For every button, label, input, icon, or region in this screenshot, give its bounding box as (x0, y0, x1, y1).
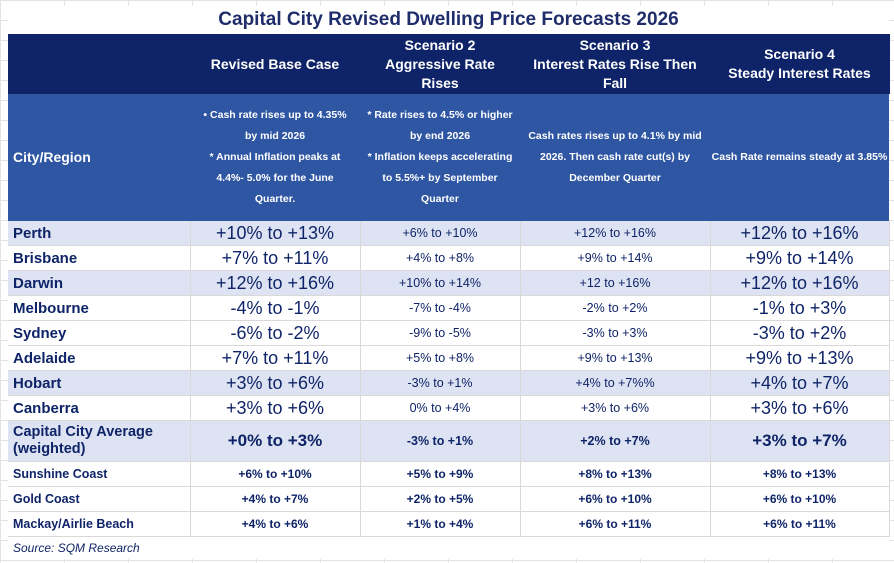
cell-scenario-2: 0% to +4% (360, 395, 521, 421)
cell-scenario-4: +9% to +13% (710, 345, 890, 371)
table-row: Melbourne -4% to -1% -7% to -4% -2% to +… (8, 295, 890, 321)
cell-scenario-3: +12% to +16% (520, 221, 711, 246)
cell-scenario-2: +4% to +8% (360, 245, 521, 271)
cell-base: -4% to -1% (190, 295, 361, 321)
cell-scenario-3: +3% to +6% (520, 395, 711, 421)
cell-scenario-3: +9% to +13% (520, 345, 711, 371)
table-row: Canberra +3% to +6% 0% to +4% +3% to +6%… (8, 395, 890, 421)
source-note: Source: SQM Research (13, 541, 140, 555)
row-name: Mackay/Airlie Beach (8, 511, 191, 537)
cell-scenario-4: +12% to +16% (710, 270, 890, 296)
cell-scenario-2: +1% to +4% (360, 511, 521, 537)
scenario-3-description: Cash rates rises up to 4.1% by mid 2026.… (520, 94, 710, 221)
average-row-name: Capital City Average (weighted) (8, 420, 191, 462)
cell-scenario-4: -1% to +3% (710, 295, 890, 321)
scenario-3-header: Scenario 3 Interest Rates Rise Then Fall (520, 34, 711, 94)
regional-row: Gold Coast +4% to +7% +2% to +5% +6% to … (8, 486, 890, 512)
scenario-2-header: Scenario 2 Aggressive Rate Rises (360, 34, 521, 94)
cell-scenario-3: +6% to +10% (520, 486, 711, 512)
cell-scenario-4: +9% to +14% (710, 245, 890, 271)
table-row: Hobart +3% to +6% -3% to +1% +4% to +7%%… (8, 370, 890, 396)
cell-scenario-2: -9% to -5% (360, 320, 521, 346)
forecast-table: Revised Base Case Scenario 2 Aggressive … (8, 34, 890, 537)
scenario-description-row: City/Region • Cash rate rises up to 4.35… (8, 94, 889, 221)
row-name: Perth (8, 221, 191, 246)
cell-scenario-4: -3% to +2% (710, 320, 890, 346)
cell-scenario-2: +2% to +5% (360, 486, 521, 512)
forecast-sheet: Capital City Revised Dwelling Price Fore… (8, 6, 890, 559)
cell-base: +10% to +13% (190, 221, 361, 246)
cell-scenario-4: +12% to +16% (710, 221, 890, 246)
table-row: Perth +10% to +13% +6% to +10% +12% to +… (8, 221, 890, 246)
cell-scenario-2: +5% to +8% (360, 345, 521, 371)
scenario-4-header: Scenario 4 Steady Interest Rates (710, 34, 890, 94)
row-name: Adelaide (8, 345, 191, 371)
cell-scenario-2: +6% to +10% (360, 221, 521, 246)
cell-base: +12% to +16% (190, 270, 361, 296)
cell-base: +3% to +6% (190, 395, 361, 421)
row-name: Sydney (8, 320, 191, 346)
cell-scenario-3: +4% to +7%% (520, 370, 711, 396)
cell-scenario-4: +4% to +7% (710, 370, 890, 396)
cell-scenario-4: +6% to +10% (710, 486, 890, 512)
cell-scenario-4: +3% to +7% (710, 420, 890, 462)
cell-base: +7% to +11% (190, 345, 361, 371)
cell-scenario-3: -2% to +2% (520, 295, 711, 321)
table-title: Capital City Revised Dwelling Price Fore… (8, 6, 889, 34)
row-name: Melbourne (8, 295, 191, 321)
row-name: Canberra (8, 395, 191, 421)
cell-scenario-3: +2% to +7% (520, 420, 711, 462)
scenario-1-description: • Cash rate rises up to 4.35% by mid 202… (190, 94, 360, 221)
scenario-2-description: * Rate rises to 4.5% or higher by end 20… (360, 94, 520, 221)
regional-row: Sunshine Coast +6% to +10% +5% to +9% +8… (8, 461, 890, 487)
regional-row: Mackay/Airlie Beach +4% to +6% +1% to +4… (8, 511, 890, 537)
cell-scenario-3: +8% to +13% (520, 461, 711, 487)
table-row: Sydney -6% to -2% -9% to -5% -3% to +3% … (8, 320, 890, 346)
average-row: Capital City Average (weighted) +0% to +… (8, 420, 890, 462)
cell-base: +4% to +6% (190, 511, 361, 537)
scenario-4-description: Cash Rate remains steady at 3.85% (710, 94, 889, 221)
cell-base: -6% to -2% (190, 320, 361, 346)
cell-scenario-2: +10% to +14% (360, 270, 521, 296)
row-name: Gold Coast (8, 486, 191, 512)
cell-scenario-3: +6% to +11% (520, 511, 711, 537)
cell-base: +7% to +11% (190, 245, 361, 271)
cell-base: +4% to +7% (190, 486, 361, 512)
table-row: Brisbane +7% to +11% +4% to +8% +9% to +… (8, 245, 890, 271)
table-row: Darwin +12% to +16% +10% to +14% +12 to … (8, 270, 890, 296)
cell-scenario-4: +6% to +11% (710, 511, 890, 537)
cell-scenario-4: +3% to +6% (710, 395, 890, 421)
cell-scenario-3: +9% to +14% (520, 245, 711, 271)
city-region-header: City/Region (8, 94, 190, 221)
cell-scenario-3: -3% to +3% (520, 320, 711, 346)
cell-scenario-2: +5% to +9% (360, 461, 521, 487)
scenario-1-header: Revised Base Case (190, 34, 361, 94)
cell-base: +0% to +3% (190, 420, 361, 462)
row-name: Brisbane (8, 245, 191, 271)
header-corner (8, 34, 191, 94)
row-name: Sunshine Coast (8, 461, 191, 487)
scenario-name-row: Revised Base Case Scenario 2 Aggressive … (8, 34, 890, 94)
row-name: Hobart (8, 370, 191, 396)
table-row: Adelaide +7% to +11% +5% to +8% +9% to +… (8, 345, 890, 371)
cell-scenario-4: +8% to +13% (710, 461, 890, 487)
cell-scenario-2: -3% to +1% (360, 370, 521, 396)
row-name: Darwin (8, 270, 191, 296)
cell-scenario-2: -7% to -4% (360, 295, 521, 321)
cell-base: +3% to +6% (190, 370, 361, 396)
cell-scenario-3: +12 to +16% (520, 270, 711, 296)
cell-base: +6% to +10% (190, 461, 361, 487)
cell-scenario-2: -3% to +1% (360, 420, 521, 462)
